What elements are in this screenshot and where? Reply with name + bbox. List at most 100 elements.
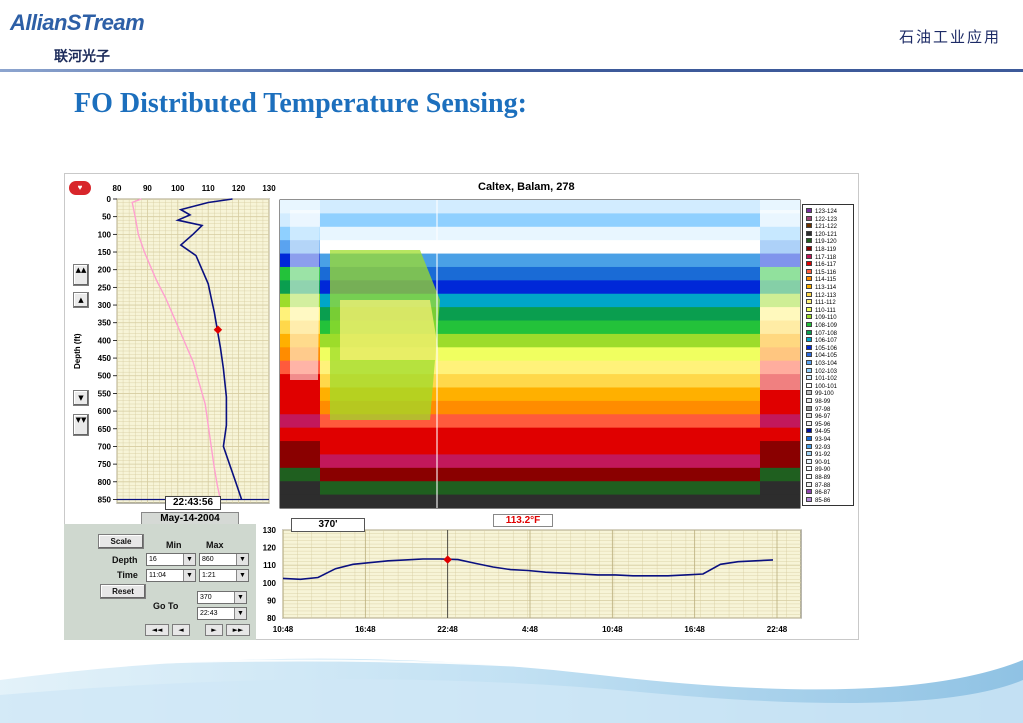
time-min-select[interactable]: 11:04 ▼ bbox=[146, 569, 196, 582]
legend-label: 113-114 bbox=[815, 285, 837, 291]
control-panel bbox=[64, 524, 256, 640]
profile-y-tick-label: 250 bbox=[98, 283, 112, 292]
heatmap-band bbox=[440, 494, 760, 509]
timeseries-marker bbox=[443, 555, 452, 564]
heatmap-band bbox=[440, 307, 760, 322]
chevron-down-icon: ▼ bbox=[236, 554, 248, 565]
legend-swatch bbox=[806, 268, 812, 274]
goto-depth-select[interactable]: 370 ▼ bbox=[197, 591, 247, 604]
page-down-button[interactable]: ▼▼ bbox=[73, 414, 89, 436]
heatmap-band bbox=[760, 387, 800, 402]
legend-swatch bbox=[806, 398, 812, 403]
heatmap-band bbox=[440, 240, 760, 255]
depth-max-select[interactable]: 860 ▼ bbox=[199, 553, 249, 566]
figure-logo-icon: ♥ bbox=[69, 181, 91, 195]
timeseries-y-tick-label: 110 bbox=[263, 561, 276, 570]
color-legend: 123-124 122-123 121-122 120-121 119-120 118-1… bbox=[802, 204, 854, 506]
profile-x-tick-label: 90 bbox=[143, 184, 152, 193]
heatmap-band bbox=[760, 494, 800, 509]
min-label: Min bbox=[166, 540, 182, 550]
heatmap-band bbox=[440, 320, 760, 335]
heatmap-band bbox=[440, 427, 760, 442]
profile-y-tick-label: 450 bbox=[98, 354, 112, 363]
legend-label: 107-108 bbox=[815, 330, 838, 337]
scroll-down-button[interactable]: ▼ bbox=[73, 390, 89, 406]
chevron-down-icon: ▼ bbox=[183, 570, 195, 581]
heatmap-band bbox=[320, 441, 440, 456]
profile-y-tick-label: 200 bbox=[98, 266, 112, 275]
profile-y-tick-label: 700 bbox=[98, 442, 112, 451]
depth-min-select[interactable]: 16 ▼ bbox=[146, 553, 196, 566]
legend-item: 112-113 bbox=[806, 291, 837, 299]
chevron-down-icon: ▼ bbox=[234, 608, 246, 619]
timeseries-x-tick-label: 16:48 bbox=[684, 625, 705, 634]
legend-swatch bbox=[806, 284, 812, 289]
legend-item: 87-88 bbox=[806, 481, 830, 489]
legend-swatch bbox=[806, 382, 812, 388]
heatmap-band bbox=[440, 213, 760, 228]
legend-swatch bbox=[806, 420, 812, 426]
legend-label: 123-124 bbox=[815, 209, 838, 215]
legend-label: 114-115 bbox=[815, 277, 837, 284]
legend-item: 120-121 bbox=[806, 230, 838, 238]
temperature-readout: 113.2°F bbox=[493, 514, 553, 527]
page-up-button[interactable]: ▲▲ bbox=[73, 264, 89, 286]
legend-swatch bbox=[806, 458, 812, 464]
legend-item: 92-93 bbox=[806, 443, 830, 451]
heatmap-band bbox=[440, 467, 760, 482]
legend-item: 108-109 bbox=[806, 322, 837, 329]
legend-label: 93-94 bbox=[815, 437, 831, 443]
heatmap-band bbox=[760, 454, 800, 469]
legend-label: 119-120 bbox=[815, 239, 837, 246]
last-button[interactable]: ►► bbox=[226, 624, 250, 636]
scroll-up-button[interactable]: ▲ bbox=[73, 292, 89, 308]
heatmap-band bbox=[320, 454, 440, 469]
legend-swatch bbox=[806, 367, 812, 373]
heatmap-band bbox=[440, 200, 760, 214]
heatmap-band bbox=[760, 467, 800, 482]
timeseries-y-tick-label: 120 bbox=[263, 544, 277, 553]
heatmap-band bbox=[280, 467, 320, 482]
profile-y-tick-label: 550 bbox=[98, 389, 112, 398]
legend-item: 113-114 bbox=[806, 284, 836, 291]
profile-x-tick-label: 100 bbox=[171, 184, 185, 193]
legend-label: 106-107 bbox=[815, 338, 838, 345]
legend-item: 89-90 bbox=[806, 466, 830, 473]
previous-button[interactable]: ◄ bbox=[172, 624, 190, 636]
legend-label: 88-89 bbox=[815, 475, 831, 481]
legend-swatch bbox=[806, 390, 812, 396]
legend-swatch bbox=[806, 246, 812, 251]
scale-button[interactable]: Scale bbox=[98, 534, 144, 549]
legend-label: 116-117 bbox=[815, 262, 837, 269]
legend-label: 89-90 bbox=[815, 467, 831, 474]
heatmap-band bbox=[440, 280, 760, 295]
reset-button[interactable]: Reset bbox=[100, 584, 146, 599]
next-button[interactable]: ► bbox=[205, 624, 223, 636]
legend-item: 118-119 bbox=[806, 246, 836, 253]
heatmap-band bbox=[280, 427, 320, 442]
chevron-down-icon: ▼ bbox=[236, 570, 248, 581]
profile-y-tick-label: 650 bbox=[98, 425, 112, 434]
goto-time-select[interactable]: 22:43 ▼ bbox=[197, 607, 247, 620]
legend-label: 118-119 bbox=[815, 247, 837, 253]
heatmap-band bbox=[440, 253, 760, 268]
legend-label: 120-121 bbox=[815, 231, 838, 238]
legend-item: 88-89 bbox=[806, 474, 830, 481]
profile-y-tick-label: 300 bbox=[98, 301, 112, 310]
time-max-select[interactable]: 1:21 ▼ bbox=[199, 569, 249, 582]
legend-label: 112-113 bbox=[815, 292, 837, 299]
heatmap-band bbox=[440, 347, 760, 362]
legend-swatch bbox=[806, 344, 812, 350]
legend-swatch bbox=[806, 208, 812, 213]
legend-swatch bbox=[806, 405, 812, 411]
legend-label: 90-91 bbox=[815, 459, 831, 466]
profile-y-tick-label: 400 bbox=[98, 336, 112, 345]
legend-swatch bbox=[806, 489, 812, 495]
profile-series-line bbox=[175, 198, 243, 500]
legend-item: 106-107 bbox=[806, 337, 837, 344]
legend-swatch bbox=[806, 451, 812, 457]
heatmap-band bbox=[760, 481, 800, 496]
legend-swatch bbox=[806, 466, 812, 472]
first-button[interactable]: ◄◄ bbox=[145, 624, 169, 636]
heatmap-band bbox=[280, 400, 320, 415]
